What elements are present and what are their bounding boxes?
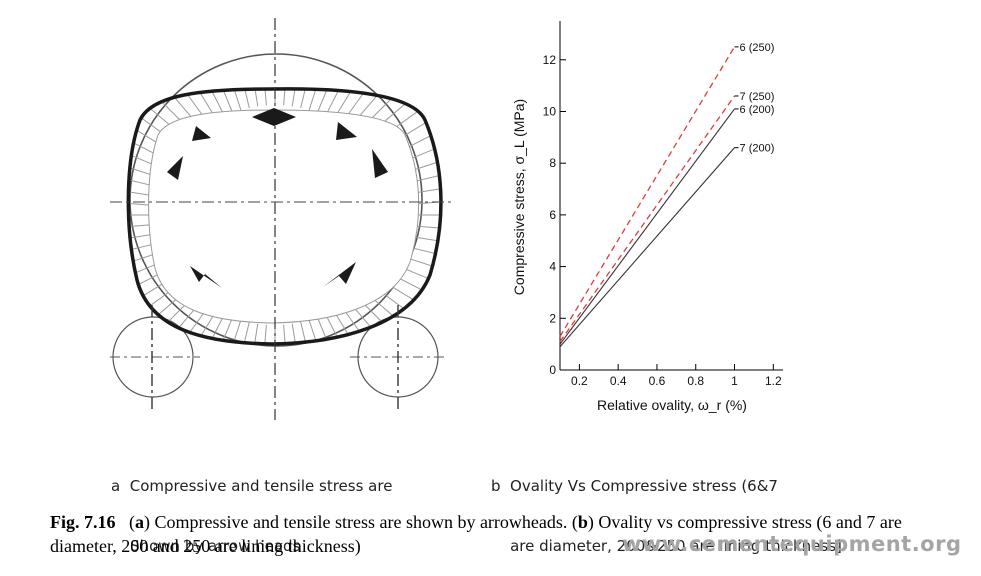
lining-inner-face (148, 109, 420, 324)
y-tick-label: 12 (543, 53, 557, 67)
x-tick-label: 0.8 (687, 374, 704, 388)
upper-left-arrowhead (192, 126, 211, 141)
ovalised-shell (126, 87, 443, 346)
y-tick-label: 8 (549, 156, 556, 170)
x-axis-label: Relative ovality, ω_r (%) (597, 397, 747, 413)
y-tick-label: 6 (549, 208, 556, 222)
figure-number: Fig. 7.16 (50, 512, 116, 532)
x-tick-label: 0.2 (571, 374, 588, 388)
series-label-3: 6 (200) (740, 104, 775, 116)
panel-b-caption: b Ovality Vs Compressive stress (6&7 are… (491, 436, 842, 576)
caption-b-text: Ovality vs compressive stress (6 and 7 a… (50, 512, 902, 556)
series-line-4 (559, 147, 735, 348)
lower-left-arrowhead (190, 266, 222, 288)
right-arrowhead (372, 149, 388, 178)
panel-a-caption-line1: a Compressive and tensile stress are (111, 477, 393, 495)
series-line-3 (559, 108, 735, 345)
kiln-ovality-diagram (110, 18, 455, 420)
y-axis-label: Compressive stress, σ_L (MPa) (511, 99, 527, 295)
lower-right-arrowhead (323, 262, 356, 287)
y-tick-label: 10 (543, 104, 557, 118)
figure-caption: Fig. 7.16 (a) Compressive and tensile st… (50, 512, 902, 556)
figure-canvas: 0.2 0.4 0.6 0.8 1 1.2 0 2 4 6 8 10 12 6 (250) 7 (250… (110, 18, 783, 420)
caption-a-text: Compressive and tensile stress are shown… (154, 512, 578, 532)
panel-b-caption-line2: are diameter, 200&250 are lining thickne… (491, 537, 842, 555)
caption-a-letter: a (135, 512, 144, 532)
watermark: www.cementequipment.org (622, 532, 962, 556)
x-tick-label: 1 (731, 374, 738, 388)
series-label-2: 7 (250) (740, 91, 775, 103)
upper-right-arrowhead (336, 122, 357, 140)
y-tick-label: 4 (549, 260, 556, 274)
x-tick-label: 1.2 (765, 374, 782, 388)
top-arrowhead (252, 108, 296, 126)
stress-arrowheads (167, 108, 388, 288)
panel-b-caption-line1: b Ovality Vs Compressive stress (6&7 (491, 477, 778, 495)
panel-a-caption-line2: Shown by arrow heads (111, 537, 301, 555)
left-arrowhead (167, 156, 183, 180)
series-line-1 (559, 46, 736, 337)
y-tick-label: 0 (549, 363, 556, 377)
y-tick-label: 2 (549, 311, 556, 325)
series-label-1: 6 (250) (740, 42, 775, 54)
series-line-2 (559, 95, 736, 342)
ovality-stress-chart: 0.2 0.4 0.6 0.8 1 1.2 0 2 4 6 8 10 12 6 (250) 7 (250… (511, 21, 783, 413)
series-label-4: 7 (200) (740, 143, 775, 155)
x-tick-label: 0.6 (649, 374, 666, 388)
panel-a-caption: a Compressive and tensile stress are Sho… (111, 436, 392, 576)
x-tick-label: 0.4 (610, 374, 627, 388)
caption-b-letter: b (577, 512, 588, 532)
